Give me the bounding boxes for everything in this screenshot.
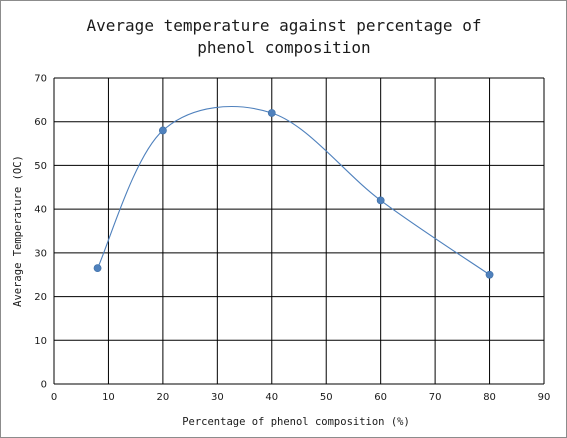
x-tick-label: 80 bbox=[483, 392, 496, 403]
data-point bbox=[93, 264, 102, 273]
x-tick-label: 40 bbox=[265, 392, 278, 403]
y-tick-label: 60 bbox=[34, 117, 47, 128]
series-line bbox=[97, 105, 490, 276]
y-tick-label: 10 bbox=[34, 336, 47, 347]
x-tick-label: 0 bbox=[51, 392, 57, 403]
x-tick-label: 10 bbox=[102, 392, 115, 403]
x-tick-label: 50 bbox=[320, 392, 333, 403]
x-axis-label: Percentage of phenol composition (%) bbox=[182, 416, 410, 428]
x-tick-label: 60 bbox=[374, 392, 387, 403]
plot-area: 0 10 20 30 40 50 60 70 80 90 0 10 20 30 40 50 60 70 bbox=[34, 74, 550, 404]
y-tick-label: 30 bbox=[34, 248, 47, 259]
chart-title-line-2: phenol composition bbox=[197, 38, 370, 57]
data-point bbox=[376, 196, 385, 205]
y-tick-label: 0 bbox=[41, 380, 47, 391]
x-tick-label: 70 bbox=[429, 392, 442, 403]
chart-title-line-1: Average temperature against percentage o… bbox=[87, 16, 482, 35]
data-point bbox=[158, 126, 167, 135]
y-tick-label: 50 bbox=[34, 161, 47, 172]
y-tick-label: 40 bbox=[34, 205, 47, 216]
y-tick-label: 70 bbox=[34, 74, 47, 85]
data-point bbox=[485, 270, 494, 279]
x-tick-label: 20 bbox=[157, 392, 170, 403]
x-tick-label: 90 bbox=[538, 392, 551, 403]
data-point bbox=[267, 109, 276, 117]
y-tick-label: 20 bbox=[34, 292, 47, 303]
y-axis-label: Average Temperature (OC) bbox=[12, 155, 24, 307]
x-tick-label: 30 bbox=[211, 392, 224, 403]
